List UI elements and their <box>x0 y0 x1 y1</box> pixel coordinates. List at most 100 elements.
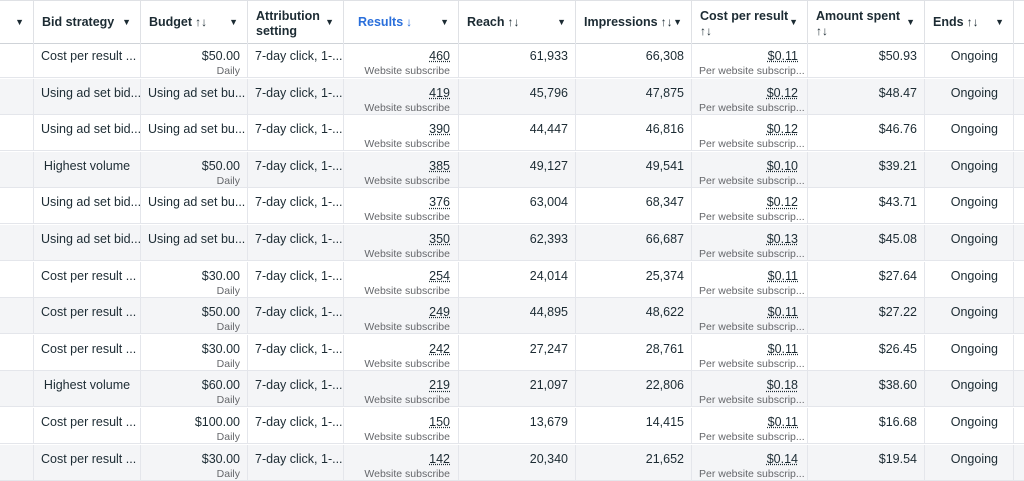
results-value[interactable]: 390 <box>429 122 450 137</box>
table-row[interactable]: Highest volume $50.00 Daily 7-day click, 1-… <box>0 151 1024 188</box>
cost-per-result-cell[interactable]: $0.12 Per website subscrip... <box>692 78 808 115</box>
chevron-down-icon[interactable]: ▼ <box>995 17 1004 27</box>
column-header-results[interactable]: Results ↓ ▼ <box>344 1 459 43</box>
results-value[interactable]: 460 <box>429 49 450 63</box>
cost-per-result-cell[interactable]: $0.14 Per website subscrip... <box>692 444 808 481</box>
table-row[interactable]: Cost per result ... $100.00 Daily 7-day cli… <box>0 408 1024 444</box>
results-value[interactable]: 254 <box>429 268 450 283</box>
chevron-down-icon[interactable]: ▼ <box>229 17 238 27</box>
chevron-down-icon[interactable]: ▼ <box>122 17 131 27</box>
row-select-cell <box>0 261 34 298</box>
reach-cell: 44,447 <box>459 115 576 152</box>
column-header-budget[interactable]: Budget ↑↓ ▼ <box>141 1 248 43</box>
sort-descending-icon[interactable]: ↓ <box>406 15 413 29</box>
table-row[interactable]: Cost per result ... $50.00 Daily 7-day clic… <box>0 298 1024 335</box>
budget-cell: $60.00 Daily <box>141 371 248 408</box>
chevron-down-icon[interactable]: ▼ <box>440 17 449 27</box>
cost-per-result-value[interactable]: $0.11 <box>767 415 798 429</box>
results-cell[interactable]: 385 Website subscribe <box>344 151 459 188</box>
sort-icon[interactable]: ↑↓ <box>966 15 979 29</box>
column-header-amount-spent[interactable]: Amount spent ↑↓ ▼ <box>808 1 925 43</box>
cost-per-result-value[interactable]: $0.11 <box>767 305 798 320</box>
results-value[interactable]: 219 <box>429 378 450 393</box>
cost-per-result-value[interactable]: $0.12 <box>766 195 798 210</box>
table-row[interactable]: Cost per result ... $50.00 Daily 7-day clic… <box>0 42 1024 78</box>
results-subtext: Website subscribe <box>364 174 450 187</box>
results-value[interactable]: 242 <box>429 341 450 356</box>
cost-per-result-cell[interactable]: $0.11 Per website subscrip... <box>692 408 808 444</box>
cost-per-result-cell[interactable]: $0.11 Per website subscrip... <box>692 298 808 335</box>
chevron-down-icon[interactable]: ▼ <box>789 17 798 27</box>
cost-per-result-value[interactable]: $0.13 <box>766 232 798 246</box>
cost-per-result-value[interactable]: $0.18 <box>766 378 798 393</box>
sort-icon[interactable]: ↑↓ <box>816 24 828 38</box>
cost-per-result-cell[interactable]: $0.13 Per website subscrip... <box>692 225 808 261</box>
cost-per-result-value[interactable]: $0.11 <box>767 341 798 356</box>
reach-value: 27,247 <box>529 341 568 356</box>
chevron-down-icon[interactable]: ▼ <box>325 17 334 27</box>
column-header-next[interactable] <box>1014 1 1024 43</box>
cost-per-result-value[interactable]: $0.10 <box>766 158 798 173</box>
results-value[interactable]: 150 <box>429 415 450 429</box>
results-cell[interactable]: 142 Website subscribe <box>344 444 459 481</box>
cost-per-result-value[interactable]: $0.12 <box>766 85 798 100</box>
table-row[interactable]: Cost per result ... $30.00 Daily 7-day clic… <box>0 261 1024 298</box>
column-header-reach[interactable]: Reach ↑↓ ▼ <box>459 1 576 43</box>
chevron-down-icon[interactable]: ▼ <box>15 17 24 27</box>
cost-per-result-cell[interactable]: $0.12 Per website subscrip... <box>692 115 808 152</box>
column-header-attribution-setting[interactable]: Attribution setting ▼ <box>248 1 344 43</box>
sort-icon[interactable]: ↑↓ <box>507 15 520 29</box>
impressions-cell: 47,875 <box>576 78 692 115</box>
results-cell[interactable]: 390 Website subscribe <box>344 115 459 152</box>
results-value[interactable]: 376 <box>429 195 450 210</box>
column-header-previous[interactable]: ▼ <box>0 1 34 43</box>
table-row[interactable]: Highest volume $60.00 Daily 7-day click, 1-… <box>0 371 1024 408</box>
cost-per-result-cell[interactable]: $0.11 Per website subscrip... <box>692 42 808 78</box>
results-value[interactable]: 249 <box>429 305 450 320</box>
cost-per-result-cell[interactable]: $0.18 Per website subscrip... <box>692 371 808 408</box>
cost-per-result-cell[interactable]: $0.11 Per website subscrip... <box>692 261 808 298</box>
sort-icon[interactable]: ↑↓ <box>195 15 208 29</box>
table-row[interactable]: Cost per result ... $30.00 Daily 7-day clic… <box>0 444 1024 481</box>
sort-icon[interactable]: ↑↓ <box>660 15 673 29</box>
results-cell[interactable]: 150 Website subscribe <box>344 408 459 444</box>
chevron-down-icon[interactable]: ▼ <box>906 17 915 27</box>
table-row[interactable]: Using ad set bid... Using ad set bu... 7-d… <box>0 188 1024 225</box>
results-cell[interactable]: 254 Website subscribe <box>344 261 459 298</box>
column-header-impressions[interactable]: Impressions ↑↓ ▼ <box>576 1 692 43</box>
cost-per-result-value[interactable]: $0.12 <box>766 122 798 137</box>
results-cell[interactable]: 419 Website subscribe <box>344 78 459 115</box>
table-row[interactable]: Using ad set bid... Using ad set bu... 7-d… <box>0 115 1024 152</box>
column-label-reach: Reach ↑↓ <box>467 15 520 30</box>
cost-per-result-subtext: Per website subscrip... <box>699 321 805 334</box>
results-value[interactable]: 385 <box>429 158 450 173</box>
results-cell[interactable]: 249 Website subscribe <box>344 298 459 335</box>
cost-per-result-cell[interactable]: $0.10 Per website subscrip... <box>692 151 808 188</box>
results-value[interactable]: 142 <box>429 451 450 466</box>
results-value[interactable]: 419 <box>429 85 450 100</box>
table-row[interactable]: Using ad set bid... Using ad set bu... 7-d… <box>0 78 1024 115</box>
results-value[interactable]: 350 <box>429 232 450 246</box>
results-cell[interactable]: 376 Website subscribe <box>344 188 459 225</box>
ends-value: Ongoing <box>950 305 998 320</box>
reach-cell: 27,247 <box>459 334 576 371</box>
results-cell[interactable]: 350 Website subscribe <box>344 225 459 261</box>
results-cell[interactable]: 219 Website subscribe <box>344 371 459 408</box>
cost-per-result-value[interactable]: $0.14 <box>766 451 798 466</box>
cost-per-result-cell[interactable]: $0.12 Per website subscrip... <box>692 188 808 225</box>
column-header-bid-strategy[interactable]: Bid strategy ▼ <box>34 1 141 43</box>
column-header-ends[interactable]: Ends ↑↓ ▼ <box>925 1 1014 43</box>
sort-icon[interactable]: ↑↓ <box>700 24 712 38</box>
column-header-cost-per-result[interactable]: Cost per result ↑↓ ▼ <box>692 1 808 43</box>
chevron-down-icon[interactable]: ▼ <box>557 17 566 27</box>
table-row[interactable]: Using ad set bid... Using ad set bu... 7-d… <box>0 225 1024 261</box>
column-label-budget-text: Budget <box>149 15 193 29</box>
chevron-down-icon[interactable]: ▼ <box>673 17 682 27</box>
cost-per-result-value[interactable]: $0.11 <box>767 268 798 283</box>
cost-per-result-value[interactable]: $0.11 <box>767 49 798 63</box>
table-row[interactable]: Cost per result ... $30.00 Daily 7-day clic… <box>0 334 1024 371</box>
results-cell[interactable]: 242 Website subscribe <box>344 334 459 371</box>
cost-per-result-cell[interactable]: $0.11 Per website subscrip... <box>692 334 808 371</box>
results-cell[interactable]: 460 Website subscribe <box>344 42 459 78</box>
amount-spent-cell: $46.76 <box>808 115 925 152</box>
